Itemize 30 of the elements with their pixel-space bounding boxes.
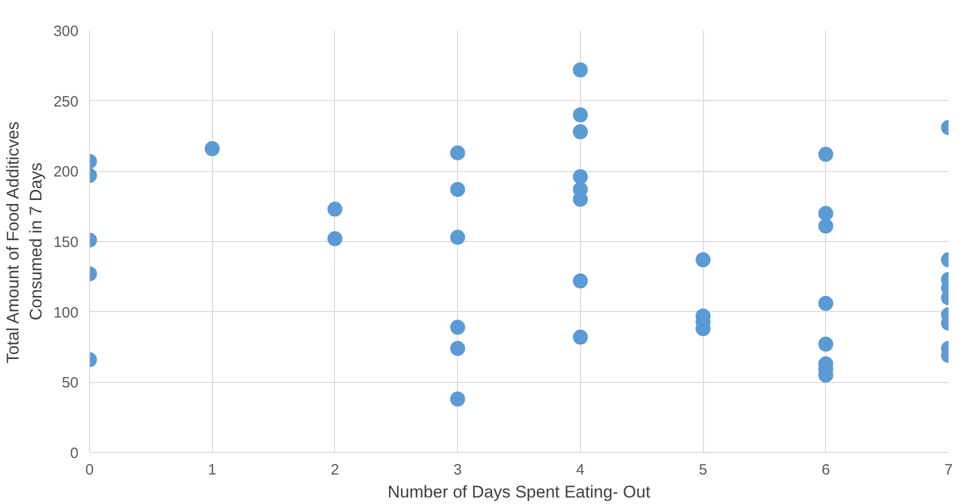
point: [696, 252, 711, 268]
point: [450, 392, 466, 407]
y-tick-label: 100: [53, 304, 79, 322]
y-tick-label: 150: [53, 234, 79, 251]
x-tick-label: 3: [453, 462, 462, 478]
point: [450, 182, 466, 197]
point: [572, 330, 588, 345]
point: [572, 273, 588, 288]
y-tick-label: 0: [70, 445, 78, 462]
point: [572, 124, 588, 140]
point: [572, 169, 588, 184]
x-tick-label: 1: [208, 462, 216, 478]
x-tick-label: 4: [576, 462, 585, 478]
point: [450, 320, 466, 335]
x-tick-label: 6: [822, 462, 830, 478]
x-tick-label: 0: [85, 462, 94, 478]
x-tick-label: 2: [330, 462, 340, 478]
point: [450, 340, 466, 356]
y-axis-title: Total Amount of Food Additicves Consumed in 7 Days: [4, 121, 46, 364]
x-tick-label: 7: [944, 462, 953, 478]
point: [450, 145, 466, 160]
point: [572, 62, 588, 78]
y-tick-label: 300: [53, 23, 79, 40]
point: [572, 107, 588, 122]
point: [450, 230, 466, 245]
y-tick-label: 50: [62, 374, 79, 392]
y-tick-label: 200: [53, 164, 79, 181]
x-axis-title: Number of Days Spent Eating- Out: [388, 482, 651, 502]
x-tick-label: 5: [698, 462, 708, 478]
y-tick-label: 250: [53, 93, 79, 110]
